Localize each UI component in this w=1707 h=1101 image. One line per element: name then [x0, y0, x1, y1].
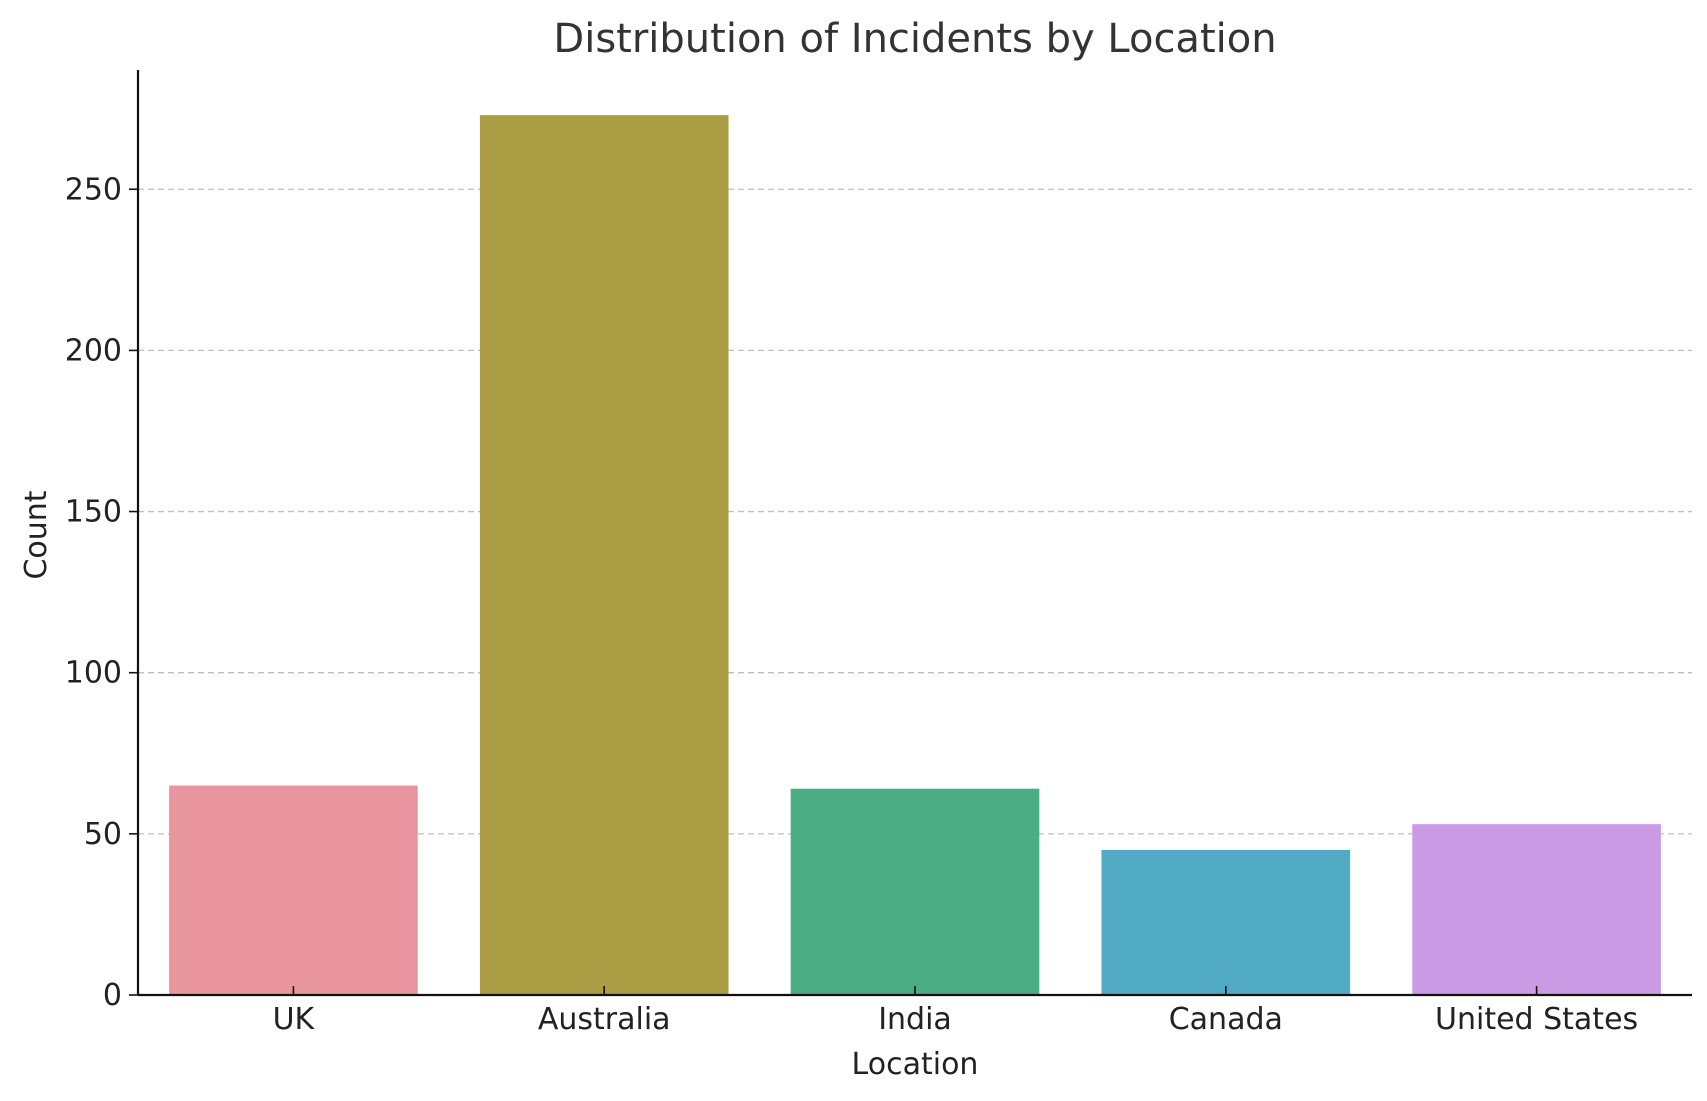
x-tick-label: India: [878, 1002, 952, 1037]
y-tick-label: 0: [103, 978, 122, 1013]
x-tick-label: Australia: [538, 1002, 671, 1037]
bar-india: [790, 788, 1040, 995]
x-tick-label: UK: [273, 1002, 316, 1037]
x-tick-label: United States: [1435, 1002, 1638, 1037]
x-tick-label: Canada: [1169, 1002, 1283, 1037]
bar-uk: [169, 785, 418, 995]
bar-australia: [479, 115, 729, 995]
chart-title: Distribution of Incidents by Location: [553, 16, 1276, 62]
y-tick-label: 50: [84, 817, 122, 852]
y-tick-label: 200: [65, 333, 122, 368]
bars: [169, 115, 1661, 995]
y-axis-label: Count: [19, 490, 54, 579]
y-tick-label: 150: [65, 495, 122, 530]
x-axis-label: Location: [852, 1047, 979, 1082]
ticks: 0 50 100 150 200 250 UK Australia India Canada Uni…: [65, 172, 1638, 1037]
y-tick-label: 250: [65, 172, 122, 207]
bar-united-states: [1412, 824, 1661, 995]
gridlines: [138, 188, 1692, 835]
y-tick-label: 100: [65, 656, 122, 691]
bar-canada: [1101, 849, 1351, 995]
